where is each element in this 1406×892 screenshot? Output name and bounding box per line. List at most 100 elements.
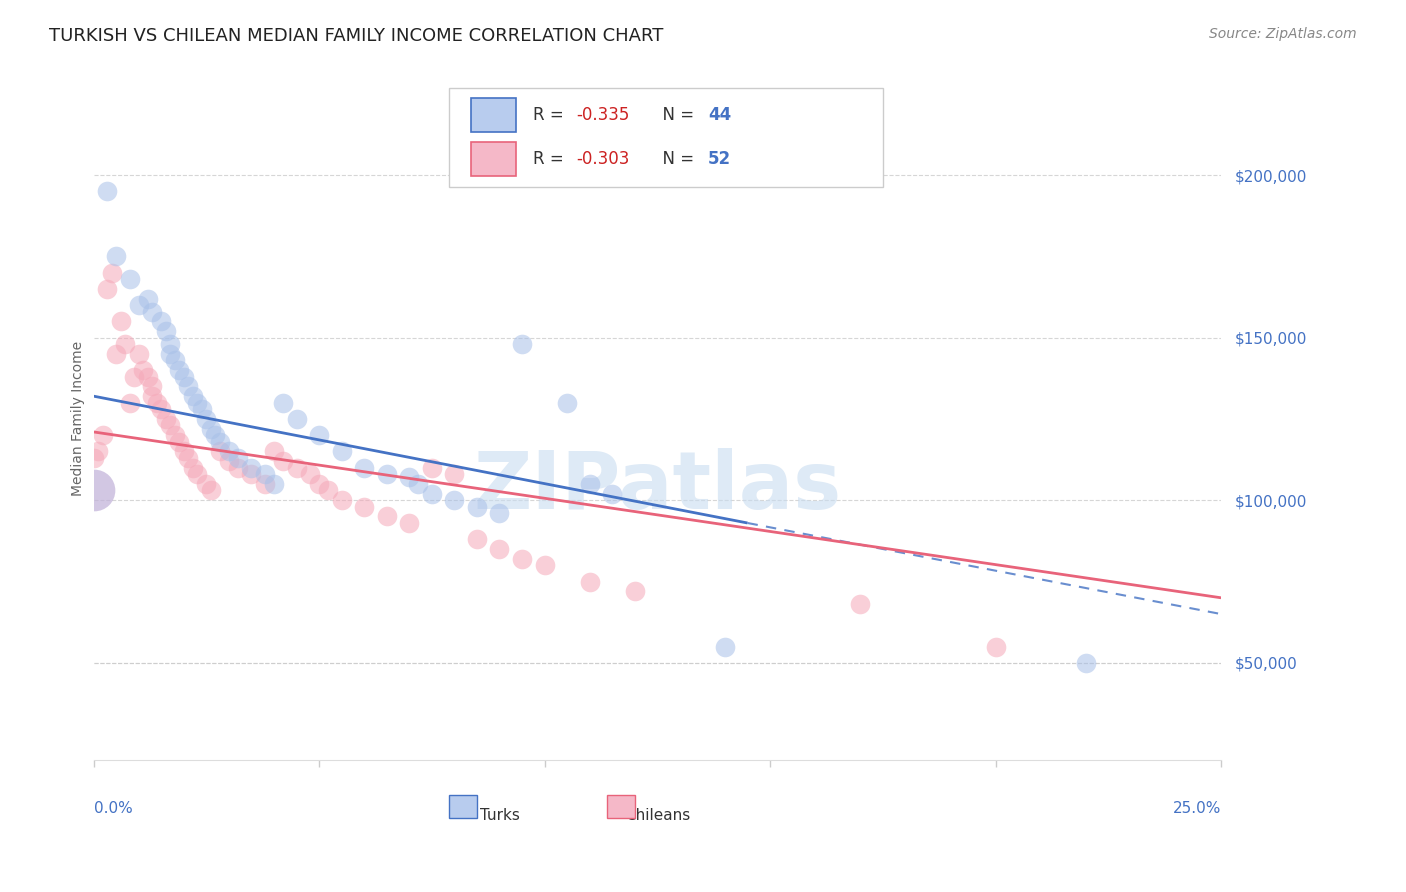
Point xyxy=(218,454,240,468)
Point xyxy=(578,574,600,589)
FancyBboxPatch shape xyxy=(449,795,477,819)
Point xyxy=(191,402,214,417)
Point xyxy=(173,369,195,384)
FancyBboxPatch shape xyxy=(606,795,634,819)
Point xyxy=(488,506,510,520)
Point xyxy=(195,412,218,426)
Point xyxy=(285,412,308,426)
Point xyxy=(145,395,167,409)
FancyBboxPatch shape xyxy=(449,87,883,186)
Point xyxy=(91,428,114,442)
Point xyxy=(150,402,173,417)
Point xyxy=(271,454,294,468)
Point xyxy=(83,450,105,465)
Point xyxy=(285,460,308,475)
Point xyxy=(186,467,208,482)
Point xyxy=(181,389,204,403)
Point xyxy=(420,486,443,500)
Point xyxy=(141,304,163,318)
Point xyxy=(330,493,353,508)
FancyBboxPatch shape xyxy=(471,143,516,177)
Point xyxy=(984,640,1007,654)
Point xyxy=(87,444,110,458)
Text: Source: ZipAtlas.com: Source: ZipAtlas.com xyxy=(1209,27,1357,41)
Point xyxy=(122,369,145,384)
Point xyxy=(159,347,181,361)
Point xyxy=(420,460,443,475)
Point xyxy=(173,444,195,458)
Point xyxy=(510,337,533,351)
Point xyxy=(150,314,173,328)
Point xyxy=(271,395,294,409)
Point xyxy=(100,266,122,280)
Point xyxy=(408,477,430,491)
Point xyxy=(714,640,737,654)
Point xyxy=(177,379,200,393)
Point xyxy=(226,460,249,475)
Point xyxy=(200,483,222,498)
Point xyxy=(240,460,263,475)
Y-axis label: Median Family Income: Median Family Income xyxy=(72,342,86,497)
Text: N =: N = xyxy=(652,151,699,169)
Point xyxy=(159,418,181,433)
Point xyxy=(555,395,578,409)
Point xyxy=(167,363,190,377)
Text: -0.335: -0.335 xyxy=(576,106,630,124)
Point xyxy=(118,272,141,286)
Text: 52: 52 xyxy=(709,151,731,169)
Point xyxy=(398,516,420,530)
Point xyxy=(96,282,118,296)
Point xyxy=(263,477,285,491)
Point xyxy=(132,363,155,377)
Text: N =: N = xyxy=(652,106,699,124)
Text: 25.0%: 25.0% xyxy=(1173,801,1220,816)
Point xyxy=(204,428,226,442)
Text: 0.0%: 0.0% xyxy=(94,801,132,816)
Point xyxy=(83,483,105,498)
Point xyxy=(136,292,159,306)
Point xyxy=(163,353,186,368)
Point xyxy=(578,477,600,491)
Text: Turks: Turks xyxy=(479,808,519,823)
Text: Chileans: Chileans xyxy=(624,808,690,823)
Point xyxy=(488,541,510,556)
Point xyxy=(353,460,375,475)
Point xyxy=(96,184,118,198)
Text: R =: R = xyxy=(533,151,569,169)
FancyBboxPatch shape xyxy=(471,98,516,132)
Point xyxy=(263,444,285,458)
Point xyxy=(353,500,375,514)
Text: R =: R = xyxy=(533,106,569,124)
Point xyxy=(110,314,132,328)
Text: TURKISH VS CHILEAN MEDIAN FAMILY INCOME CORRELATION CHART: TURKISH VS CHILEAN MEDIAN FAMILY INCOME … xyxy=(49,27,664,45)
Point xyxy=(398,470,420,484)
Point xyxy=(600,486,623,500)
Point xyxy=(308,477,330,491)
Point xyxy=(141,389,163,403)
Point xyxy=(1074,656,1097,670)
Point xyxy=(253,467,276,482)
Point xyxy=(105,347,128,361)
Point xyxy=(623,584,645,599)
Point xyxy=(316,483,339,498)
Point xyxy=(465,500,488,514)
Point xyxy=(177,450,200,465)
Point xyxy=(118,395,141,409)
Point xyxy=(330,444,353,458)
Point xyxy=(253,477,276,491)
Point xyxy=(240,467,263,482)
Point xyxy=(167,434,190,449)
Point xyxy=(105,249,128,263)
Point xyxy=(155,324,177,338)
Point xyxy=(533,558,555,573)
Point xyxy=(195,477,218,491)
Point xyxy=(141,379,163,393)
Point xyxy=(128,347,150,361)
Point xyxy=(465,533,488,547)
Point xyxy=(181,460,204,475)
Point xyxy=(308,428,330,442)
Point xyxy=(299,467,322,482)
Point xyxy=(375,509,398,524)
Point xyxy=(849,597,872,611)
Point xyxy=(136,369,159,384)
